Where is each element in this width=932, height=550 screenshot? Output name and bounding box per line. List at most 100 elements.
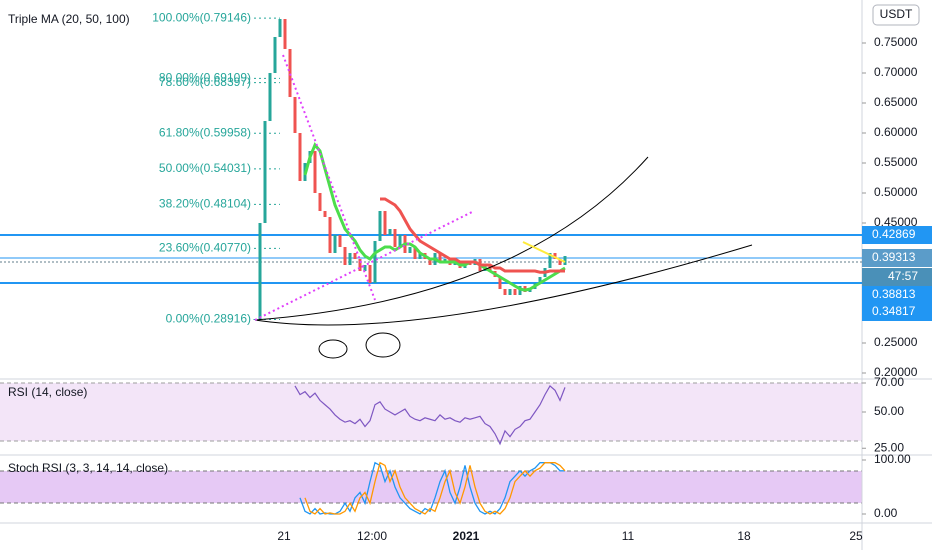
rsi-tick-label: 25.00 [874, 440, 904, 454]
indicator-line [303, 142, 566, 292]
price-tag [862, 286, 932, 304]
price-tag [862, 249, 932, 267]
candle [293, 97, 297, 133]
indicator-label: Triple MA (20, 50, 100) [8, 12, 130, 26]
rsi-tick-label: 50.00 [874, 404, 904, 418]
fib-label: 0.00%(0.28916) [166, 312, 251, 326]
candle [263, 121, 267, 223]
rsi-tick-label: 70.00 [874, 375, 904, 389]
time-label: 25 [849, 529, 863, 543]
indicator-line [380, 197, 565, 274]
price-tick-label: 0.70000 [874, 65, 918, 79]
candle [323, 211, 327, 217]
candle [418, 253, 422, 259]
currency-button[interactable] [872, 4, 920, 26]
fib-label: 50.00%(0.54031) [159, 161, 251, 175]
time-label: 2021 [453, 529, 480, 543]
stoch-band [0, 471, 862, 503]
ellipse [318, 339, 348, 359]
candle [388, 229, 392, 235]
candle [503, 289, 507, 295]
candle [358, 259, 362, 271]
stoch-tick-label: 100.00 [874, 452, 911, 466]
candle [283, 19, 287, 49]
price-tick-label: 0.45000 [874, 215, 918, 229]
indicator-label: Stoch RSI (3, 3, 14, 14, close) [8, 461, 168, 475]
time-label: 18 [737, 529, 751, 543]
candle [563, 256, 567, 265]
trend-line [522, 241, 566, 263]
price-tick-label: 0.60000 [874, 125, 918, 139]
candle [538, 277, 542, 283]
trend-line [282, 54, 376, 301]
price-tag [862, 303, 932, 321]
candle [408, 247, 412, 253]
fib-label: 23.60%(0.40770) [159, 241, 251, 255]
candle [513, 289, 517, 295]
candle [558, 259, 562, 265]
candle [398, 235, 402, 247]
candle [328, 217, 332, 253]
time-label: 11 [622, 529, 635, 543]
candle [258, 223, 262, 319]
candle [508, 289, 512, 295]
currency-label[interactable]: USDT [880, 7, 913, 21]
price-tick-label: 0.20000 [874, 365, 918, 379]
stoch-tick-label: 0.00 [874, 506, 898, 520]
candle [288, 49, 292, 97]
curve [254, 156, 649, 321]
candle [268, 73, 272, 121]
fib-label: 38.20%(0.48104) [159, 197, 251, 211]
price-tick-label: 0.55000 [874, 155, 918, 169]
fib-label: 100.00%(0.79146) [152, 10, 251, 24]
candle [333, 235, 337, 253]
price-tag-label: 0.34817 [872, 304, 916, 318]
candle [363, 265, 367, 271]
price-tag-label: 0.42869 [872, 227, 916, 241]
rsi-band [0, 383, 862, 441]
candle [553, 253, 557, 259]
indicator-label: RSI (14, close) [8, 385, 87, 399]
price-tag-label: 0.39313 [872, 250, 916, 264]
indicator-line [304, 461, 566, 515]
price-tick-label: 0.25000 [874, 335, 918, 349]
candle [378, 211, 382, 241]
indicator-line [299, 461, 565, 515]
indicator-line [294, 384, 566, 446]
fib-label: 61.80%(0.59958) [159, 125, 251, 139]
candle [413, 247, 417, 259]
candle [273, 37, 277, 73]
candle [353, 253, 357, 259]
candle [438, 253, 442, 262]
trend-line [254, 211, 473, 321]
countdown-tag [862, 268, 932, 286]
candle [313, 151, 317, 193]
candle [298, 133, 302, 181]
candle [383, 211, 387, 235]
price-tag [862, 226, 932, 244]
candle [498, 277, 502, 289]
price-tag-label: 0.38813 [872, 287, 916, 301]
candle [278, 19, 282, 37]
time-label: 12:00 [357, 529, 387, 543]
candle [343, 247, 347, 265]
fib-label: 78.60%(0.68397) [159, 75, 251, 89]
candle [318, 193, 322, 211]
candle [368, 265, 372, 283]
candle [428, 259, 432, 265]
fib-label: 80.00%(0.69109) [159, 71, 251, 85]
price-tick-label: 0.75000 [874, 35, 918, 49]
price-tick-label: 0.65000 [874, 95, 918, 109]
drawing-layer: 100.00%(0.79146) 80.00%(0.69109)78.60%(0.… [152, 10, 567, 515]
candle [348, 253, 352, 265]
ellipse [365, 332, 401, 358]
countdown-label: 47:57 [888, 269, 918, 283]
candle [338, 235, 342, 247]
time-label: 21 [277, 529, 291, 543]
candle [548, 253, 552, 268]
candle [373, 241, 377, 283]
curve [254, 244, 753, 326]
candle [393, 229, 397, 247]
price-tick-label: 0.50000 [874, 185, 918, 199]
